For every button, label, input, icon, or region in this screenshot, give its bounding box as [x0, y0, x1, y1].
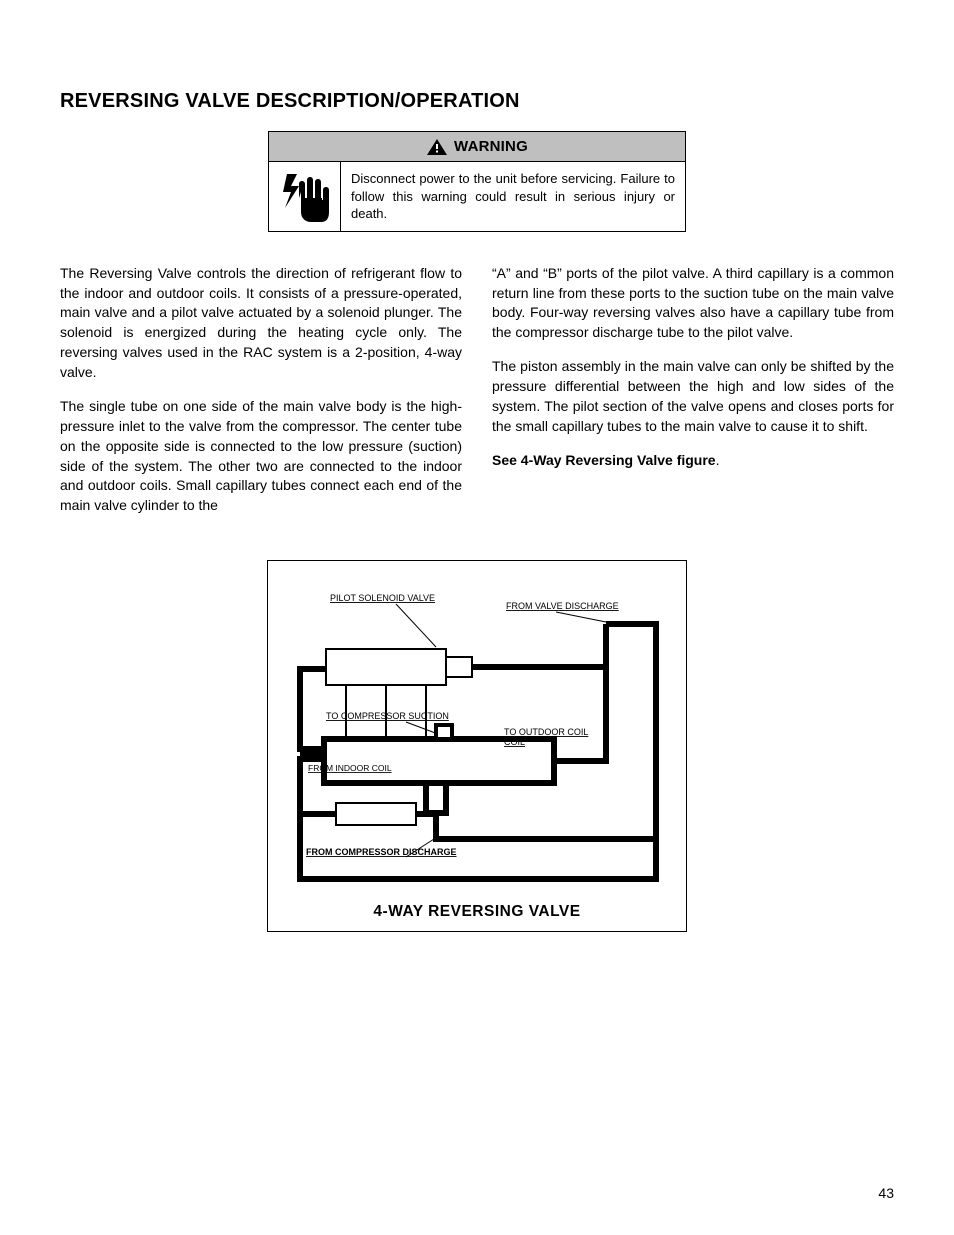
paragraph: The piston assembly in the main valve ca… — [492, 357, 894, 437]
section-title: REVERSING VALVE DESCRIPTION/OPERATION — [60, 90, 894, 113]
page-number: 43 — [878, 1185, 894, 1201]
warning-header: WARNING — [269, 132, 685, 162]
page: REVERSING VALVE DESCRIPTION/OPERATION WA… — [0, 0, 954, 1235]
body-columns: The Reversing Valve controls the directi… — [60, 264, 894, 531]
reversing-valve-diagram: FROM VALVE DISCHARGE PILOT SOLENOID VALV… — [286, 579, 670, 889]
electric-shock-hand-icon — [277, 168, 333, 224]
alert-triangle-icon — [426, 138, 448, 156]
see-figure-note: See 4-Way Reversing Valve figure. — [492, 451, 894, 471]
paragraph: The Reversing Valve controls the directi… — [60, 264, 462, 383]
diagram-label: FROM VALVE DISCHARGE — [506, 601, 619, 611]
diagram-label: FROM INDOOR COIL — [308, 763, 392, 773]
paragraph: “A” and “B” ports of the pilot valve. A … — [492, 264, 894, 344]
diagram-label: PILOT SOLENOID VALVE — [330, 593, 435, 603]
warning-box: WARNING Disconnect power to the unit bef… — [268, 131, 686, 232]
diagram-frame: FROM VALVE DISCHARGE PILOT SOLENOID VALV… — [267, 560, 687, 932]
svg-text:COIL: COIL — [504, 737, 525, 747]
warning-label: WARNING — [454, 138, 528, 155]
column-right: “A” and “B” ports of the pilot valve. A … — [492, 264, 894, 531]
warning-body: Disconnect power to the unit before serv… — [269, 162, 685, 231]
warning-icon-cell — [269, 162, 341, 231]
warning-text: Disconnect power to the unit before serv… — [341, 162, 685, 231]
diagram-title: 4-WAY REVERSING VALVE — [286, 903, 668, 921]
diagram-label: TO OUTDOOR COIL — [504, 727, 588, 737]
column-left: The Reversing Valve controls the directi… — [60, 264, 462, 531]
diagram-label: FROM COMPRESSOR DISCHARGE — [306, 847, 457, 857]
paragraph: The single tube on one side of the main … — [60, 397, 462, 516]
diagram-label: TO COMPRESSOR SUCTION — [326, 711, 449, 721]
